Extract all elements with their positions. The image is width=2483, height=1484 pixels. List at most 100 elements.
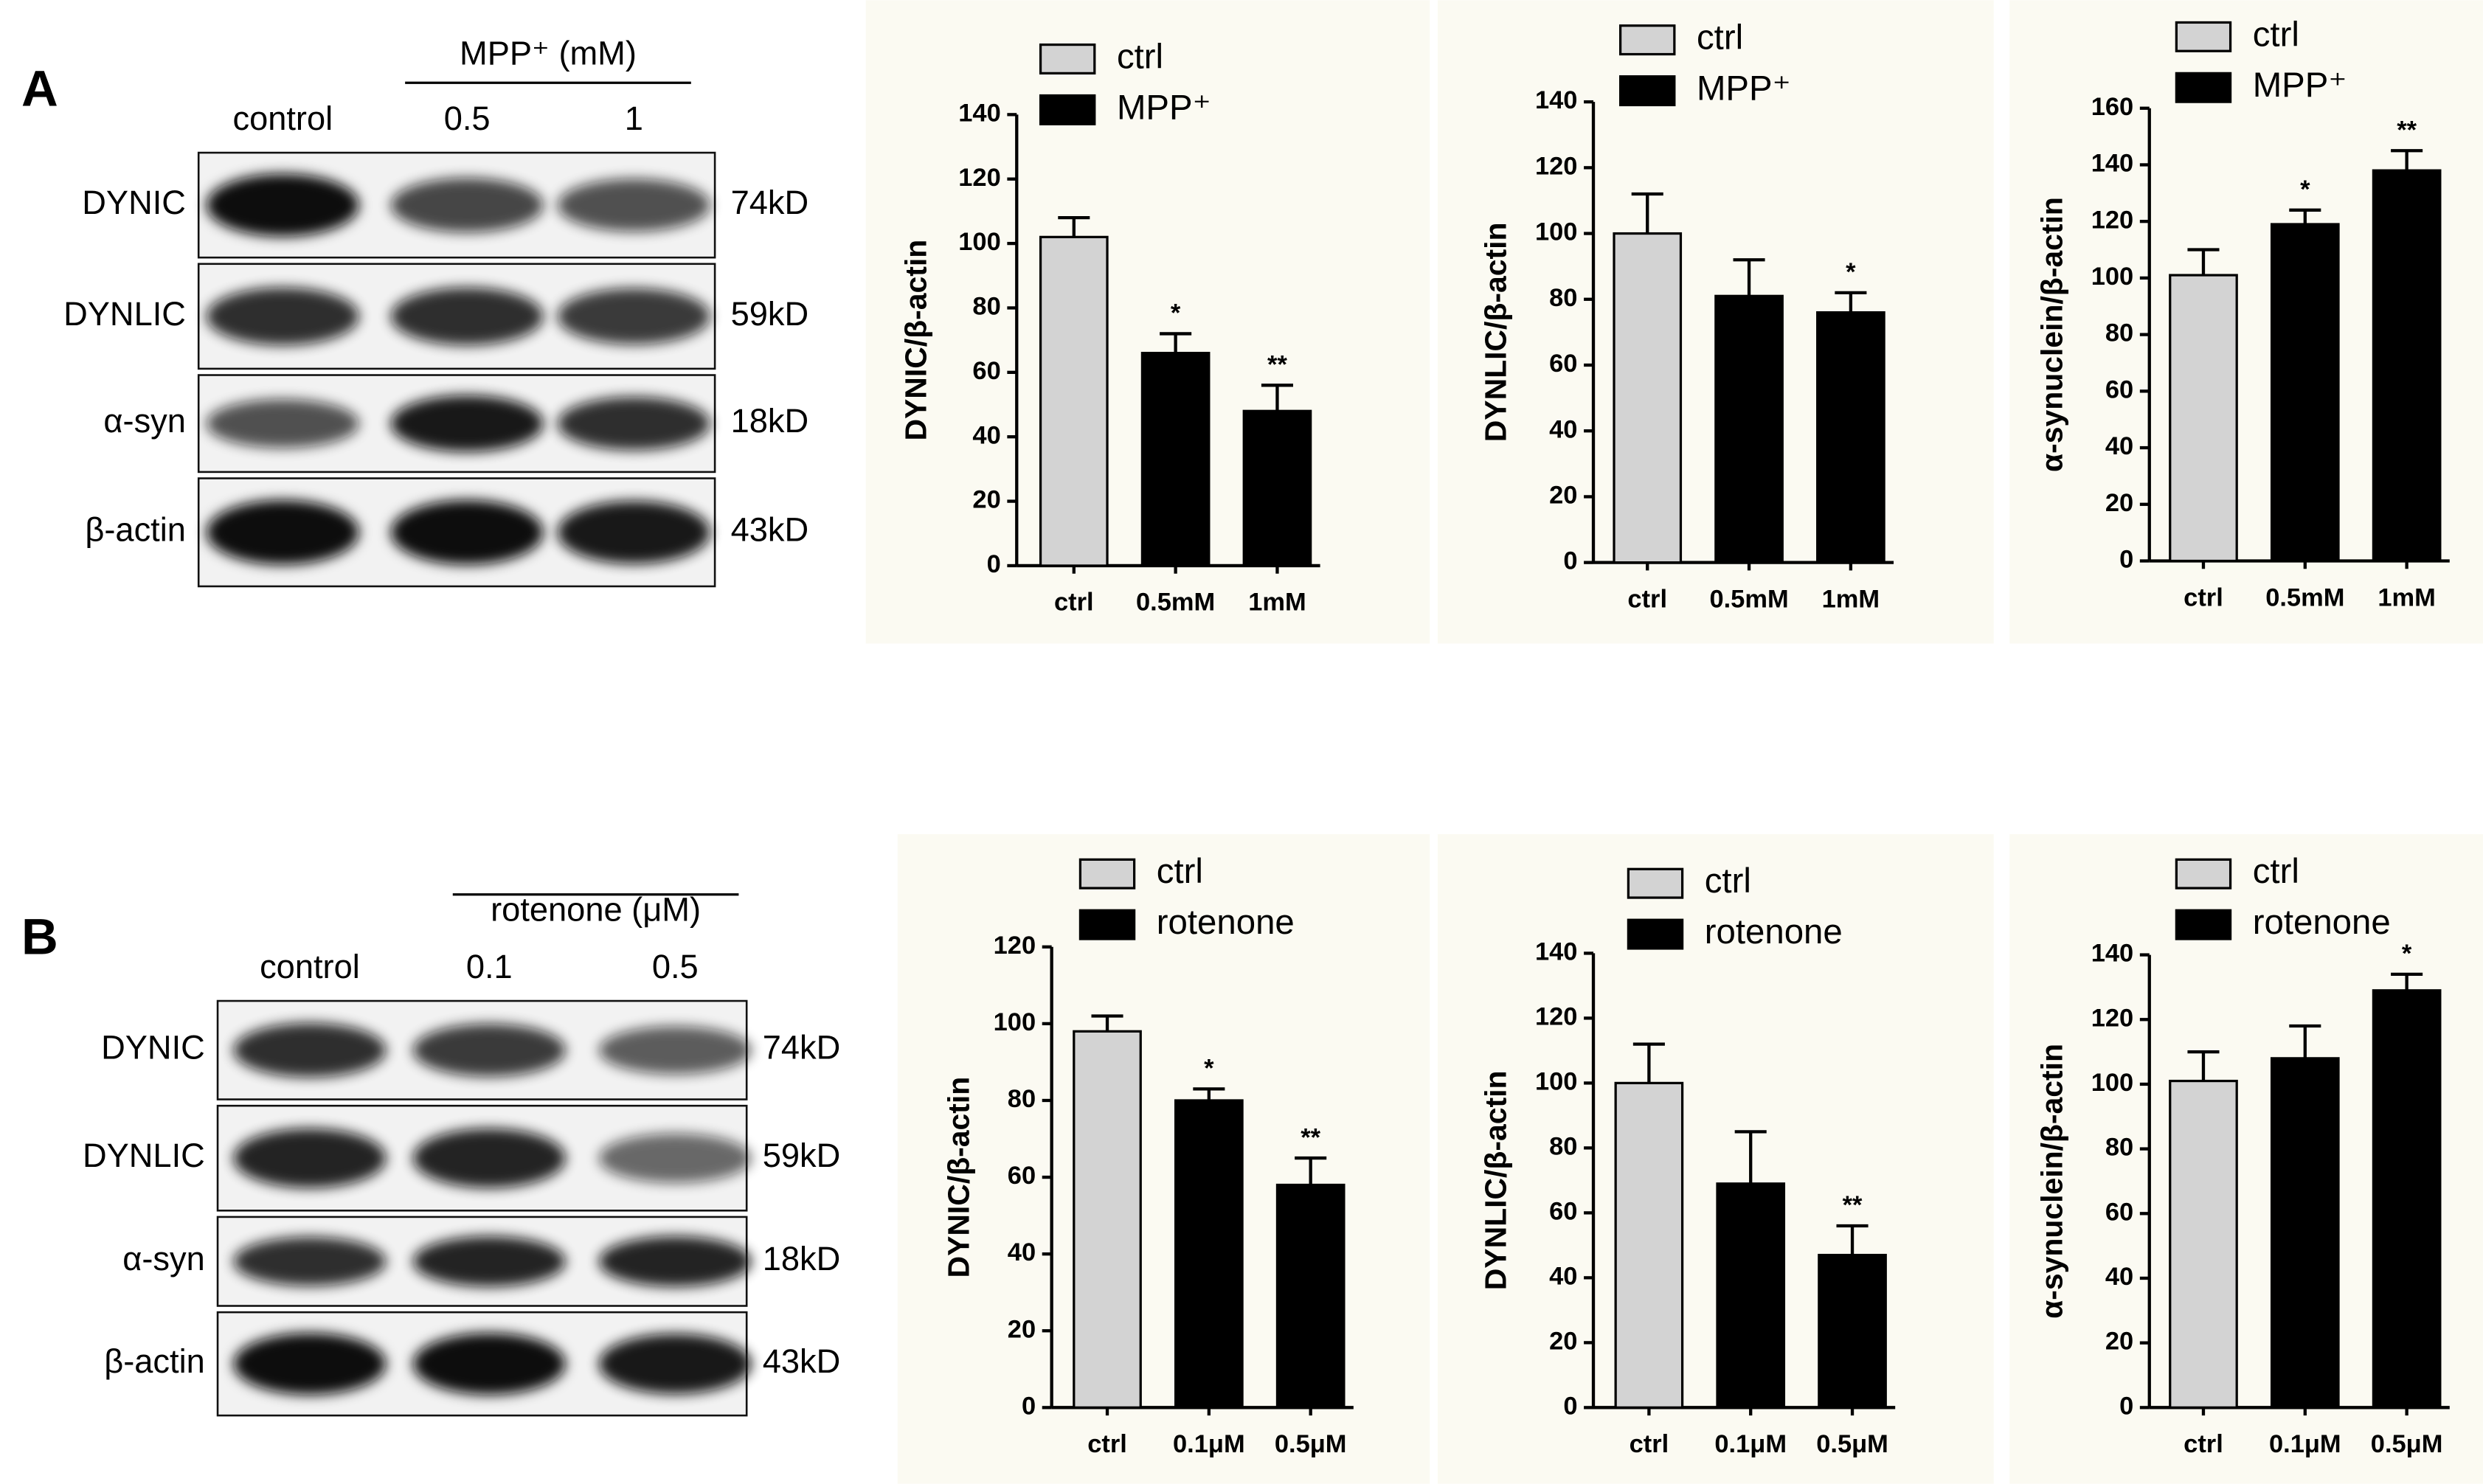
y-tick-label: 40 [972, 421, 1000, 449]
significance-mark: * [1171, 299, 1181, 327]
condition-label: 0.5 [444, 100, 491, 137]
y-tick-label: 140 [1535, 938, 1577, 966]
blot-band [598, 1026, 752, 1075]
legend-label: ctrl [2253, 852, 2299, 891]
bar [2372, 169, 2442, 563]
y-tick-label: 140 [2091, 150, 2133, 178]
x-tick-label: 0.5mM [1709, 585, 1788, 613]
size-label: 18kD [731, 402, 809, 440]
legend-label: rotenone [1157, 903, 1295, 942]
treatment-label: rotenone (μM) [491, 890, 701, 928]
blot-band [206, 499, 359, 565]
y-tick-label: 20 [1008, 1315, 1036, 1343]
y-tick-label: 40 [1008, 1238, 1036, 1266]
bar [1714, 294, 1784, 564]
blot-band [598, 1235, 752, 1287]
legend-label: MPP⁺ [1117, 88, 1211, 127]
size-label: 43kD [731, 511, 809, 549]
x-tick-label: 1mM [1822, 585, 1880, 613]
blot-band [598, 1133, 752, 1183]
y-axis-label: α-synuclein/β-actin [2034, 1044, 2068, 1319]
legend-swatch [2175, 72, 2232, 103]
legend-swatch [2175, 21, 2232, 52]
blot-band [233, 1236, 387, 1286]
legend-swatch [1619, 75, 1676, 107]
y-tick-label: 60 [1549, 350, 1577, 378]
bar [1073, 1030, 1142, 1409]
y-tick-label: 60 [1008, 1162, 1036, 1190]
bar [2372, 989, 2442, 1409]
y-tick-label: 100 [1535, 218, 1577, 246]
y-tick-label: 40 [2105, 1263, 2133, 1291]
chart-background [1437, 833, 1994, 1484]
blot-band [412, 1235, 566, 1287]
blot-band [206, 173, 359, 237]
legend-label: ctrl [1705, 861, 1751, 901]
y-tick-label: 140 [958, 99, 1000, 127]
x-tick-label: 0.1μM [1173, 1430, 1245, 1458]
blot-band [557, 178, 710, 232]
x-tick-label: ctrl [1630, 1430, 1669, 1458]
bar [1816, 311, 1885, 564]
blot-strip [216, 1104, 752, 1212]
blot-band [206, 399, 359, 448]
significance-mark: ** [2397, 117, 2417, 145]
panel-label: B [21, 908, 58, 965]
blot-band [233, 1128, 387, 1188]
size-label: 59kD [763, 1137, 841, 1174]
y-axis-label: α-synuclein/β-actin [2034, 197, 2068, 472]
y-axis-label: DYNIC/β-actin [899, 240, 933, 441]
blot-band [412, 1024, 566, 1077]
blot-strip [197, 263, 716, 370]
blot-strip [216, 1311, 752, 1417]
bar [1275, 1183, 1346, 1409]
bar [2270, 223, 2340, 563]
legend-swatch [1039, 43, 1096, 74]
legend-label: ctrl [1157, 852, 1203, 891]
x-tick-label: 0.1μM [1714, 1430, 1787, 1458]
legend-swatch [2175, 858, 2232, 890]
protein-label: DYNLIC [83, 1137, 205, 1174]
legend-label: MPP⁺ [1697, 69, 1791, 108]
protein-label: α-syn [122, 1240, 205, 1277]
y-tick-label: 80 [1008, 1085, 1036, 1113]
blot-band [557, 288, 710, 344]
bar [1614, 1081, 1684, 1409]
blot-band [412, 1333, 566, 1395]
bar [1174, 1099, 1244, 1409]
treatment-label: MPP⁺ (mM) [460, 35, 637, 72]
y-tick-label: 120 [1535, 1003, 1577, 1031]
blot-band [557, 500, 710, 564]
y-tick-label: 80 [2105, 1134, 2133, 1162]
y-tick-label: 40 [1549, 415, 1577, 443]
x-tick-label: ctrl [1087, 1430, 1127, 1458]
y-tick-label: 0 [1563, 1392, 1577, 1420]
y-tick-label: 0 [1563, 547, 1577, 575]
blot-band [557, 396, 710, 451]
legend-label: ctrl [1697, 18, 1743, 58]
significance-mark: * [2402, 940, 2412, 968]
bar [2270, 1057, 2340, 1409]
legend-label: ctrl [1117, 37, 1163, 76]
y-tick-label: 80 [972, 293, 1000, 321]
y-tick-label: 0 [2119, 1392, 2133, 1420]
protein-label: β-actin [85, 511, 186, 549]
blot-band [412, 1128, 566, 1188]
blot-strip [197, 374, 716, 474]
y-tick-label: 20 [2105, 489, 2133, 517]
legend-label: MPP⁺ [2253, 66, 2347, 105]
legend-swatch [1627, 918, 1684, 950]
size-label: 74kD [731, 184, 809, 221]
x-tick-label: 0.5mM [1136, 589, 1215, 617]
y-tick-label: 40 [1549, 1262, 1577, 1290]
significance-mark: ** [1843, 1191, 1863, 1219]
y-tick-label: 20 [2105, 1328, 2133, 1356]
blot-band [390, 178, 544, 233]
y-tick-label: 120 [2091, 1004, 2133, 1032]
y-tick-label: 60 [2105, 1198, 2133, 1226]
blot-band [233, 1333, 387, 1395]
blot-band [390, 395, 544, 452]
x-tick-label: 1mM [2378, 583, 2435, 611]
y-tick-label: 20 [1549, 482, 1577, 510]
